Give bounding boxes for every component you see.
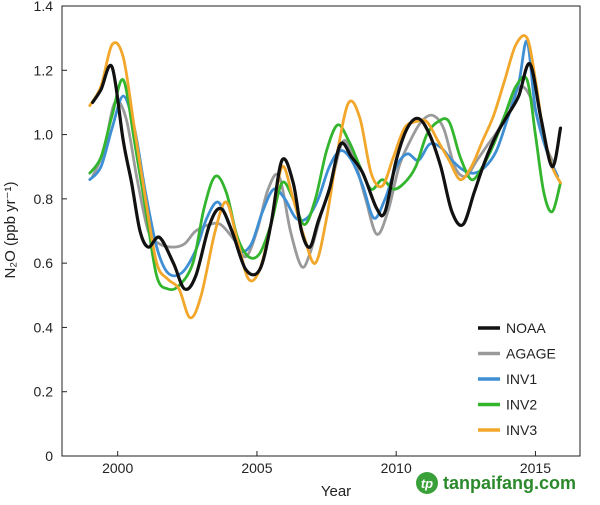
series-line-inv1 [88, 39, 560, 278]
x-tick-label: 2005 [241, 460, 272, 476]
series-line-inv3 [88, 34, 562, 320]
y-axis-title: N₂O (ppb yr⁻¹) [2, 181, 19, 278]
y-tick-label: 0.4 [34, 319, 54, 335]
y-tick-label: 1.4 [34, 0, 54, 14]
series-line-noaa [91, 62, 563, 291]
y-axis-ticks: 0 0.2 0.4 0.6 0.8 1.0 1.2 1.4 [34, 0, 67, 464]
legend-label-noaa: NOAA [506, 320, 546, 336]
plot-frame-group [61, 5, 581, 457]
plot-frame [61, 5, 581, 457]
watermark-logo-icon: tp [415, 472, 438, 494]
y-tick-label: 1.2 [34, 62, 54, 78]
series-lines [88, 34, 563, 320]
watermark: tp tanpaifang.com [415, 472, 576, 494]
y-tick-label: 0 [45, 448, 53, 464]
series-line-inv2 [88, 75, 562, 292]
x-tick-label: 2015 [520, 460, 551, 476]
legend-label-inv3: INV3 [506, 422, 537, 438]
y-tick-label: 0.2 [34, 384, 54, 400]
legend-label-agage: AGAGE [506, 346, 556, 362]
y-tick-label: 0.8 [34, 191, 54, 207]
legend-label-inv2: INV2 [506, 397, 537, 413]
legend-label-inv1: INV1 [506, 371, 537, 387]
legend: NOAA AGAGE INV1 INV2 INV3 [478, 320, 556, 438]
watermark-text: tanpaifang.com [442, 472, 576, 493]
x-tick-label: 2010 [381, 460, 412, 476]
y-tick-label: 1.0 [34, 127, 54, 143]
y-tick-label: 0.6 [34, 255, 54, 271]
x-axis-ticks: 2000 2005 2010 2015 [102, 451, 551, 476]
x-tick-label: 2000 [102, 460, 133, 476]
x-axis-title: Year [321, 483, 351, 500]
